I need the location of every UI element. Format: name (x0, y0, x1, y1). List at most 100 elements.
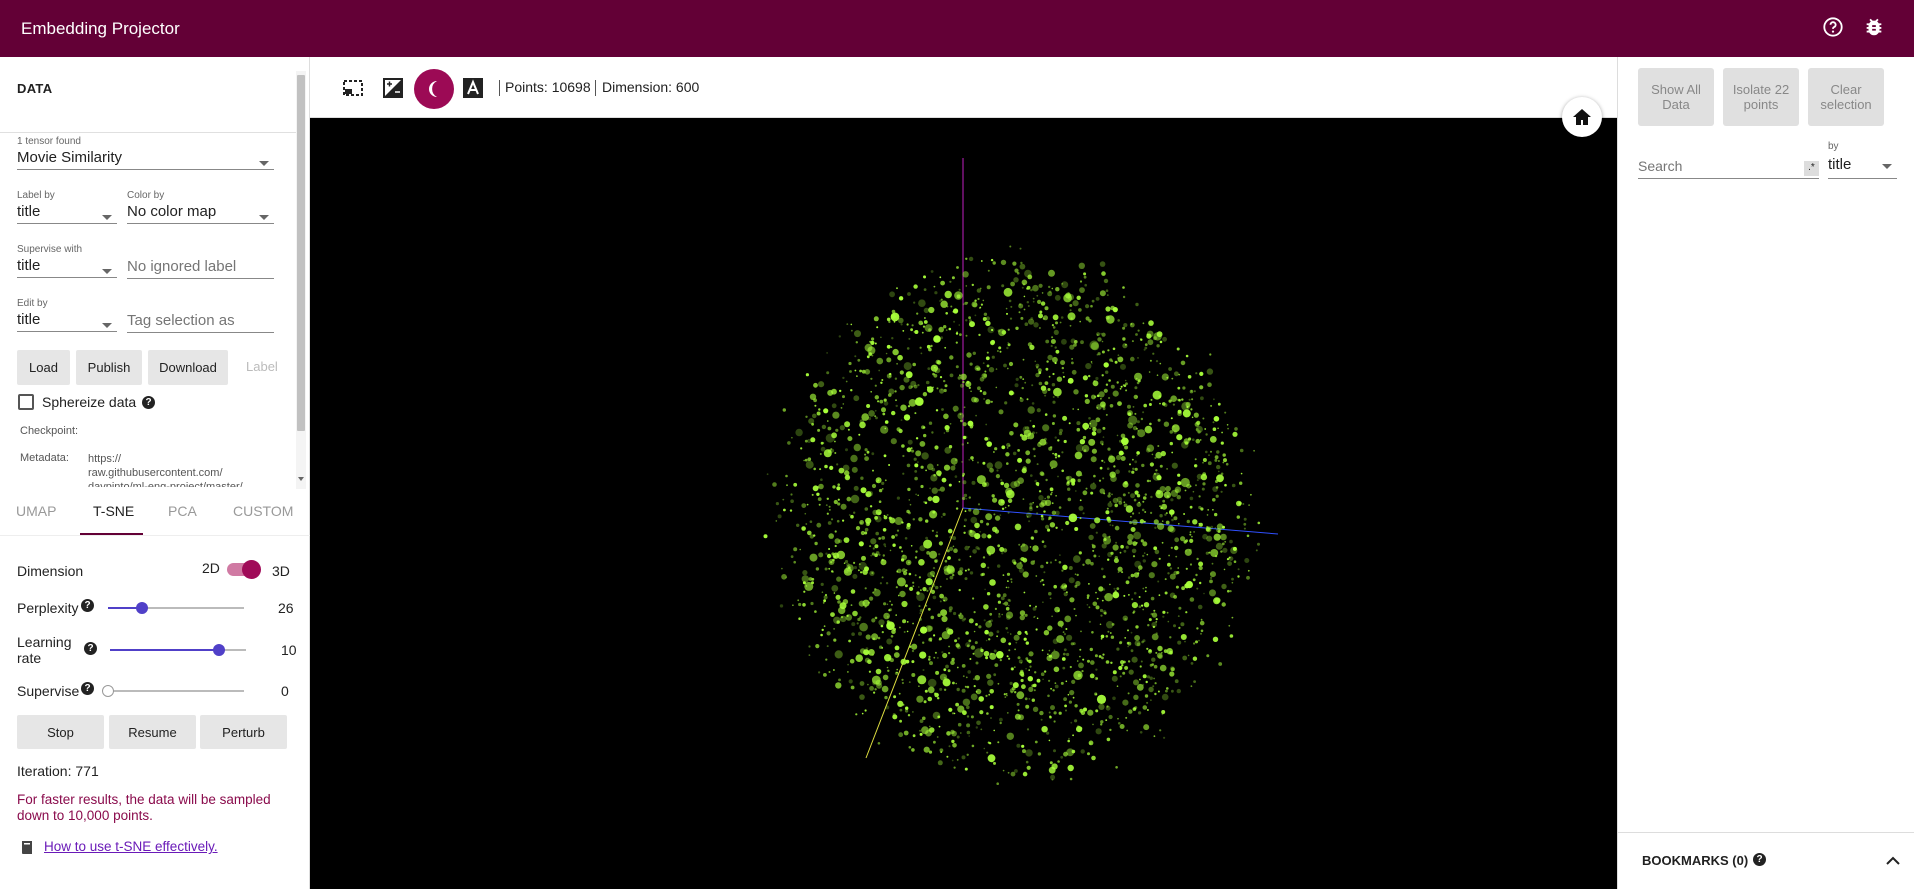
embedding-point (904, 584, 908, 588)
supervise-slider-knob[interactable] (102, 685, 114, 697)
embedding-point (1185, 581, 1193, 589)
embedding-point (902, 472, 905, 475)
download-button[interactable]: Download (148, 350, 228, 385)
isolate-points-button[interactable]: Isolate 22 points (1723, 68, 1799, 126)
tsne-help-link[interactable]: How to use t-SNE effectively. (44, 839, 218, 854)
embedding-point (1072, 408, 1075, 410)
load-button[interactable]: Load (17, 350, 70, 385)
show-all-data-button[interactable]: Show All Data (1638, 68, 1714, 126)
help-icon[interactable]: ? (84, 642, 97, 655)
embedding-point (811, 422, 814, 426)
search-input[interactable]: Search .* (1638, 158, 1819, 179)
perturb-button[interactable]: Perturb (200, 715, 287, 749)
dimension-toggle[interactable] (227, 560, 261, 579)
embedding-point (1158, 557, 1161, 560)
embedding-point (1101, 404, 1106, 409)
embedding-point (1035, 605, 1037, 608)
embedding-point (922, 641, 925, 644)
search-by-select[interactable]: title (1828, 156, 1897, 179)
resume-button[interactable]: Resume (109, 715, 196, 749)
embedding-point (1012, 451, 1017, 456)
embedding-point (986, 712, 989, 715)
embedding-point (1138, 512, 1140, 514)
embedding-point (1042, 317, 1045, 320)
tag-selection-input[interactable]: Tag selection as (127, 312, 274, 333)
embedding-point (943, 325, 947, 329)
embedding-point (1117, 717, 1119, 720)
tab-tsne[interactable]: T-SNE (93, 503, 135, 519)
embedding-point (1162, 615, 1165, 618)
embedding-point (1008, 361, 1014, 367)
embedding-point (1140, 539, 1144, 543)
embedding-point (1055, 349, 1060, 354)
scroll-down-icon[interactable] (298, 477, 304, 481)
embedding-point (1082, 512, 1085, 515)
embedding-point (818, 552, 824, 558)
embedding-point (1103, 538, 1107, 541)
help-icon[interactable]: ? (142, 396, 155, 409)
stop-button[interactable]: Stop (17, 715, 104, 749)
embedding-point (805, 460, 814, 469)
tab-pca[interactable]: PCA (168, 503, 197, 519)
chevron-up-icon[interactable] (1886, 856, 1900, 865)
embedding-point (1082, 658, 1085, 661)
supervise-with-select[interactable]: Supervise with title (17, 244, 117, 278)
tab-umap[interactable]: UMAP (16, 503, 57, 519)
scrollbar-thumb[interactable] (297, 75, 305, 431)
tab-custom[interactable]: CUSTOM (233, 503, 294, 519)
embedding-point (1116, 685, 1119, 687)
embedding-point (1029, 506, 1033, 510)
help-icon[interactable]: ? (81, 682, 94, 695)
edit-by-select[interactable]: Edit by title (17, 298, 117, 332)
embedding-visualization[interactable] (310, 118, 1617, 889)
ignored-label-input[interactable]: No ignored label (127, 258, 274, 279)
help-icon[interactable] (1822, 16, 1844, 38)
sphereize-checkbox[interactable] (18, 394, 34, 410)
embedding-point (1100, 397, 1102, 400)
tensor-select[interactable]: 1 tensor found Movie Similarity (17, 136, 274, 170)
embedding-point (1189, 548, 1192, 552)
label-by-select[interactable]: Label by title (17, 190, 117, 224)
clear-selection-button[interactable]: Clear selection (1808, 68, 1884, 126)
embedding-point (1006, 346, 1009, 350)
embedding-point (885, 705, 890, 710)
embedding-point (952, 573, 955, 577)
color-by-select[interactable]: Color by No color map (127, 190, 274, 224)
embedding-point (969, 425, 974, 429)
embedding-point (940, 516, 943, 518)
perplexity-slider-track[interactable] (108, 607, 244, 609)
embedding-point (1246, 534, 1250, 538)
embedding-point (972, 597, 975, 600)
embedding-point (803, 459, 805, 462)
embedding-point (1101, 443, 1104, 446)
night-mode-button[interactable] (414, 69, 454, 109)
embedding-point (915, 450, 922, 457)
embedding-point (1096, 694, 1107, 705)
help-icon[interactable]: ? (81, 599, 94, 612)
scatter-plot[interactable] (310, 118, 1617, 889)
embedding-point (927, 607, 931, 611)
embedding-point (1166, 376, 1169, 379)
bookmarks-panel[interactable]: BOOKMARKS (0) ? (1618, 832, 1914, 889)
reset-view-button[interactable] (1562, 97, 1602, 137)
help-icon[interactable]: ? (1753, 853, 1766, 866)
regex-toggle[interactable]: .* (1804, 161, 1819, 176)
embedding-point (912, 734, 916, 738)
embedding-point (1095, 376, 1099, 381)
publish-button[interactable]: Publish (76, 350, 142, 385)
supervise-slider-track[interactable] (108, 690, 244, 692)
toggle-knob[interactable] (242, 560, 261, 579)
learning-rate-slider-knob[interactable] (212, 644, 225, 656)
embedding-point (974, 648, 984, 658)
embedding-point (1033, 689, 1036, 692)
night-mode-contrast-icon[interactable] (382, 77, 404, 99)
select-region-icon[interactable] (342, 77, 364, 99)
embedding-point (1220, 472, 1224, 476)
embedding-point (908, 572, 912, 576)
perplexity-slider-knob[interactable] (136, 602, 148, 614)
label-button[interactable]: Label (246, 359, 278, 374)
axis-y-line (865, 507, 964, 759)
labels-toggle-icon[interactable] (462, 77, 484, 99)
active-tab-indicator (80, 533, 143, 535)
bug-icon[interactable] (1863, 16, 1885, 38)
